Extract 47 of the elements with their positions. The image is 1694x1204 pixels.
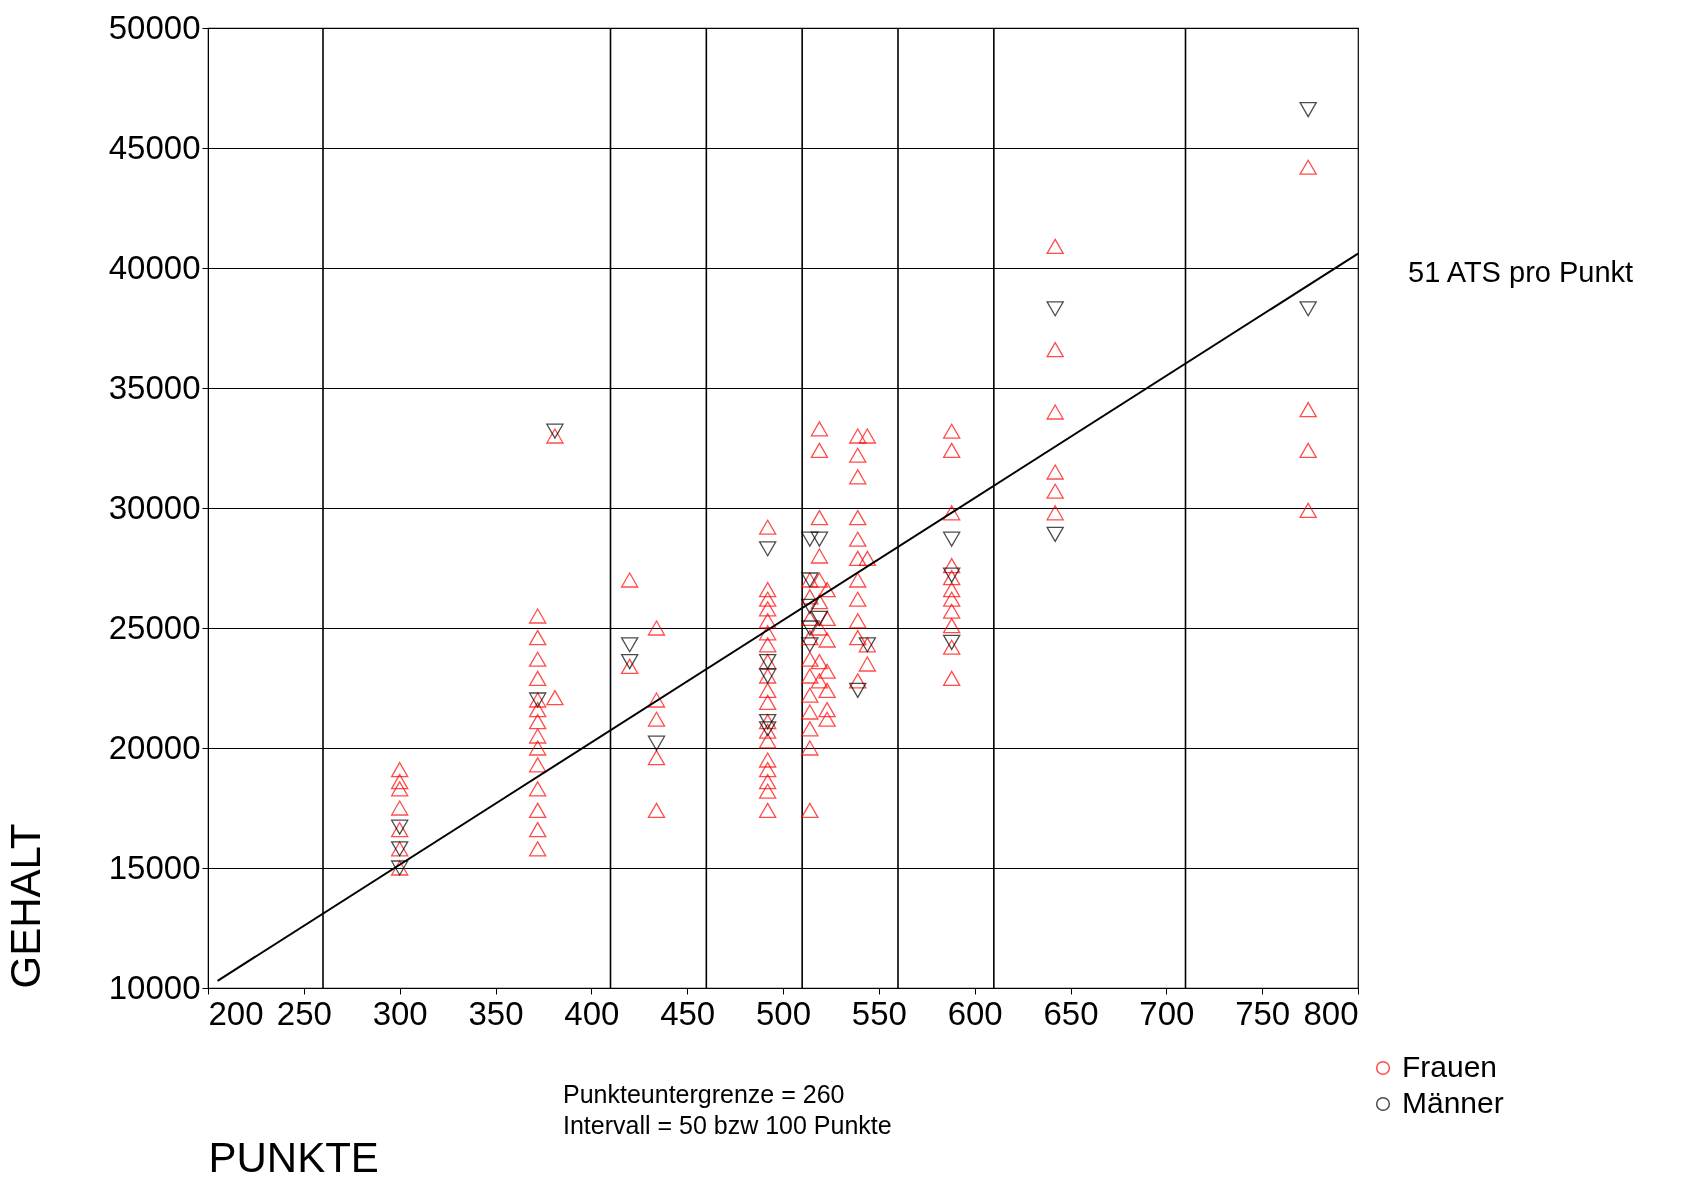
- x-tick-label: 250: [276, 994, 332, 1032]
- point: [801, 637, 819, 653]
- legend-label: Männer: [1402, 1086, 1504, 1119]
- text: 51 ATS pro Punkt: [1408, 255, 1634, 288]
- y-tick-label: 20000: [108, 728, 201, 766]
- point: [1299, 301, 1317, 317]
- point: [801, 620, 819, 636]
- point: [942, 531, 961, 547]
- y-tick-label: 25000: [108, 608, 201, 646]
- point: [849, 682, 867, 699]
- point: [801, 598, 819, 615]
- point: [1299, 101, 1317, 118]
- y-tick-label: 35000: [108, 368, 201, 406]
- legend-label: Frauen: [1402, 1050, 1498, 1083]
- x-tick-label: 300: [372, 994, 428, 1032]
- y-tick-label: 45000: [108, 128, 201, 166]
- y-tick-label: 30000: [108, 488, 201, 526]
- x-tick-label: 500: [755, 994, 812, 1032]
- x-tick-label: 450: [660, 994, 716, 1032]
- y-tick-label: 15000: [108, 848, 201, 886]
- x-tick-label: 650: [1043, 994, 1099, 1032]
- x-tick-label: 550: [851, 994, 907, 1032]
- x-axis-title: PUNKTE: [208, 1133, 379, 1181]
- point: [942, 634, 961, 651]
- y-tick-label: 40000: [108, 248, 201, 286]
- y-axis-title: GEHALT: [1, 823, 49, 989]
- x-tick-label: 600: [947, 994, 1003, 1032]
- point: [620, 653, 639, 670]
- point: [810, 610, 829, 627]
- point: [1046, 526, 1064, 543]
- x-tick-label: 800: [1303, 994, 1359, 1032]
- text: Punkteuntergrenze = 260: [563, 1080, 845, 1108]
- point: [810, 531, 829, 547]
- point: [758, 541, 777, 557]
- x-tick-label: 750: [1235, 994, 1291, 1032]
- x-tick-label: 350: [468, 994, 524, 1032]
- y-tick-label: 50000: [108, 8, 201, 46]
- x-tick-label: 400: [564, 994, 620, 1032]
- point: [647, 735, 666, 751]
- y-tick-label: 10000: [108, 968, 201, 1006]
- x-tick-label: 700: [1139, 994, 1195, 1032]
- point: [801, 531, 819, 547]
- point: [546, 423, 564, 439]
- text: Intervall = 50 bzw 100 Punkte: [563, 1111, 892, 1139]
- point: [1046, 301, 1064, 317]
- point: [620, 637, 639, 653]
- x-tick-label: 200: [208, 994, 264, 1032]
